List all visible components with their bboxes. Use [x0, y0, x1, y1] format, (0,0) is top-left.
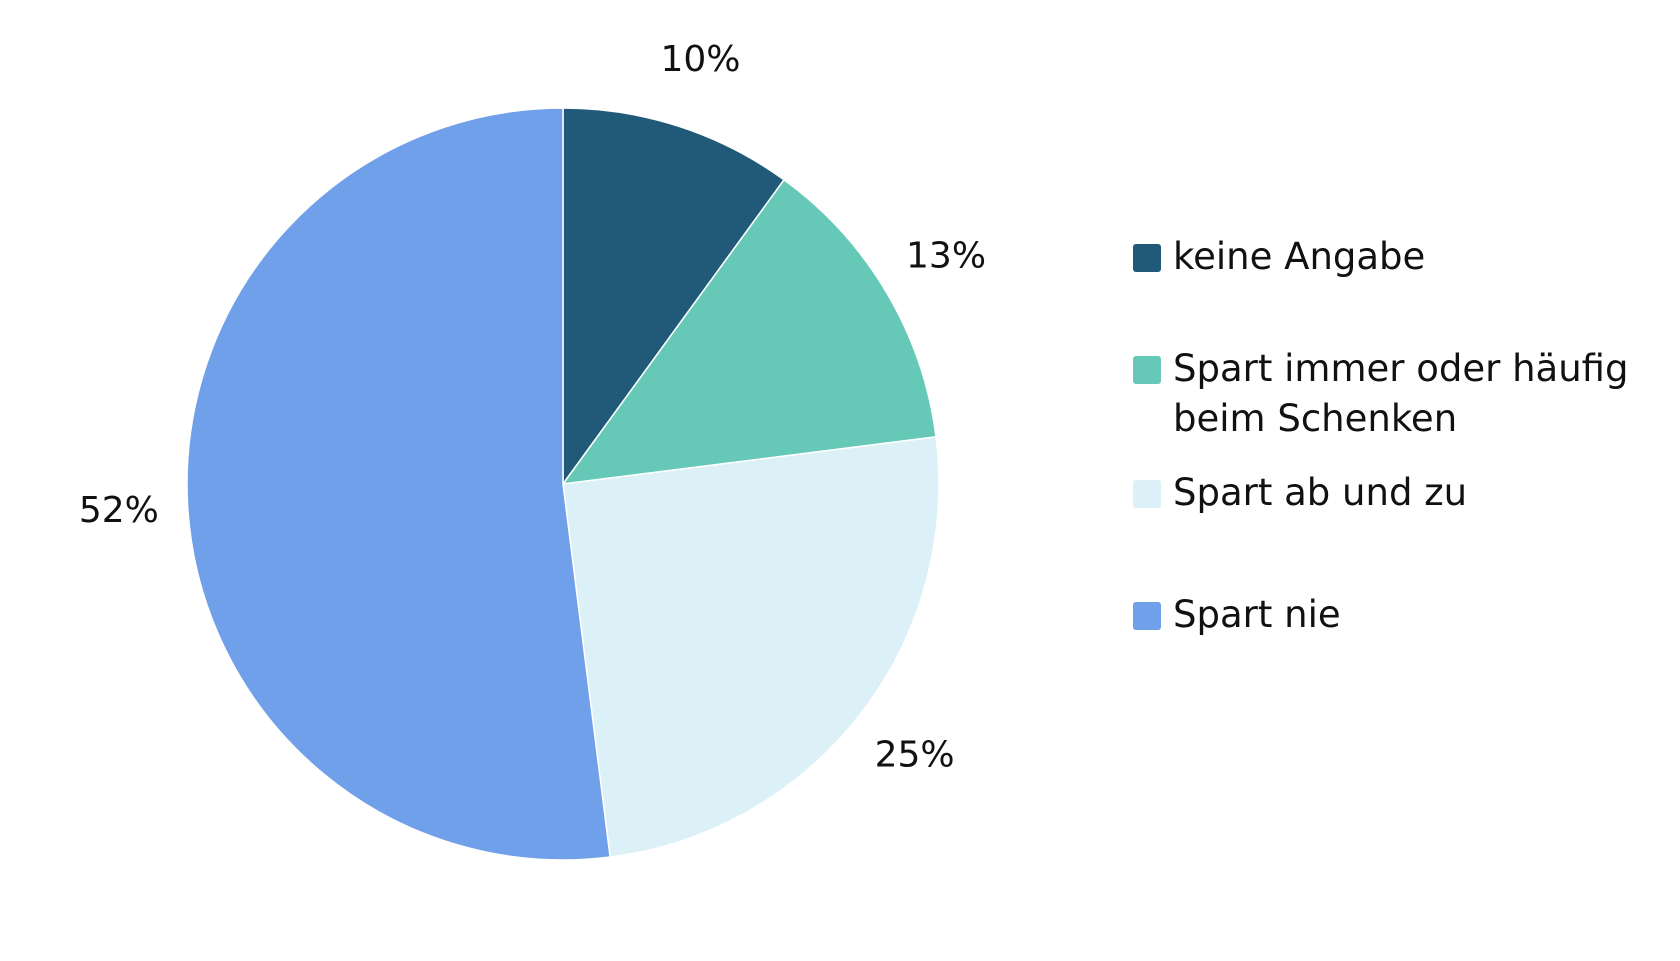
legend-label: Spart immer oder häufig beim Schenken	[1173, 347, 1629, 440]
pie-slice-1	[561, 178, 937, 485]
pie-chart: 10% 13% 25% 52%	[79, 39, 986, 861]
legend-label: keine Angabe	[1173, 235, 1426, 278]
legend-item-spart-immer-oder-haeufig: Spart immer oder häufig beim Schenken	[1133, 344, 1673, 444]
legend-label: Spart nie	[1173, 593, 1341, 636]
pie-value-label-3: 52%	[79, 490, 159, 531]
pie-value-label-0: 10%	[661, 39, 741, 80]
legend-item-spart-nie: Spart nie	[1133, 590, 1673, 640]
legend-swatch	[1133, 244, 1161, 272]
pie-value-labels: 10% 13% 25% 52%	[79, 39, 986, 776]
legend-swatch	[1133, 480, 1161, 508]
legend-swatch	[1133, 602, 1161, 630]
legend: keine Angabe Spart immer oder häufig bei…	[1133, 232, 1673, 640]
legend-swatch	[1133, 356, 1161, 384]
pie-slice-3	[186, 107, 611, 861]
pie-slices	[186, 107, 940, 861]
pie-value-label-1: 13%	[906, 235, 986, 276]
pie-slice-2	[562, 436, 940, 858]
legend-item-keine-angabe: keine Angabe	[1133, 232, 1673, 282]
pie-value-label-2: 25%	[875, 735, 955, 776]
legend-label: Spart ab und zu	[1173, 471, 1468, 514]
pie-slice-0	[562, 107, 786, 487]
legend-item-spart-ab-und-zu: Spart ab und zu	[1133, 468, 1673, 518]
